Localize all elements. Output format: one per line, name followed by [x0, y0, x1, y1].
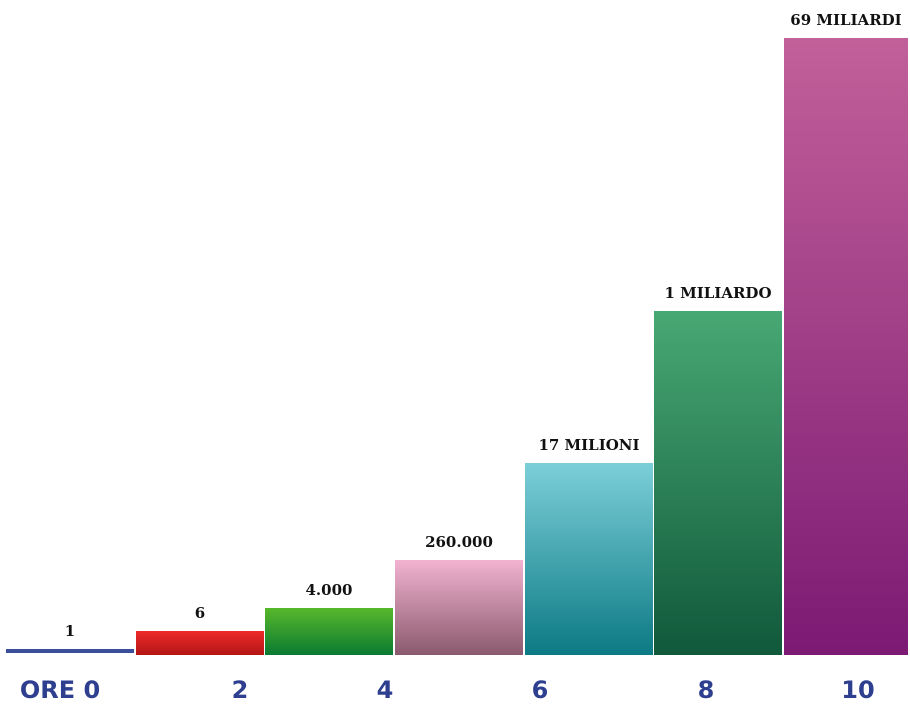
bar-3	[395, 560, 523, 655]
bars-group	[6, 38, 908, 655]
value-label-5: 1 MILIARDO	[664, 284, 771, 302]
value-label-4: 17 MILIONI	[538, 436, 639, 454]
value-label-1: 6	[195, 604, 205, 622]
bar-2	[265, 608, 393, 655]
x-tick-label-1: 2	[232, 676, 249, 704]
value-label-0: 1	[65, 622, 75, 640]
x-tick-label-5: 10	[841, 676, 874, 704]
bar-5	[654, 311, 782, 655]
bar-1	[136, 631, 264, 655]
x-tick-labels-group: ORE 0 2 4 6 8 10	[20, 676, 875, 704]
bar-4	[525, 463, 653, 655]
x-tick-label-3: 6	[532, 676, 549, 704]
x-tick-label-2: 4	[377, 676, 394, 704]
bar-6	[784, 38, 908, 655]
value-labels-group: 1 6 4.000 260.000 17 MILIONI 1 MILIARDO 69 MIL…	[65, 11, 902, 640]
x-tick-label-4: 8	[698, 676, 715, 704]
value-label-6: 69 MILIARDI	[790, 11, 901, 29]
bar-0	[6, 649, 134, 653]
x-tick-label-0: ORE 0	[20, 676, 100, 704]
value-label-3: 260.000	[425, 533, 493, 551]
value-label-2: 4.000	[306, 581, 353, 599]
